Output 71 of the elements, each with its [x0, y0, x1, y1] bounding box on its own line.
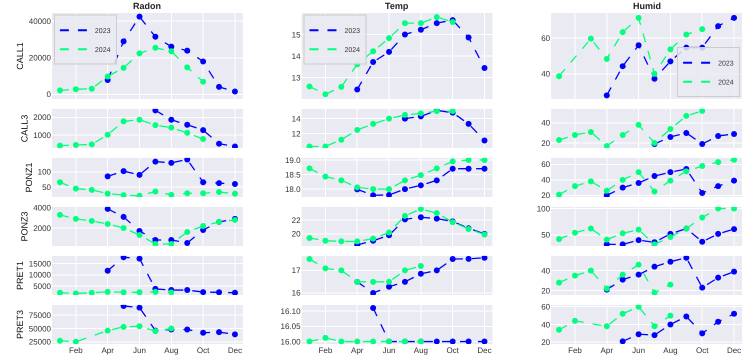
y-tick-label: 20000	[28, 54, 52, 63]
y-tick-label: 20	[541, 138, 551, 148]
y-axis-title: PONZ1	[24, 162, 34, 192]
y-tick-label: 25000	[28, 338, 52, 347]
y-tick-label: 12	[292, 130, 302, 138]
x-tick-label: Oct	[696, 346, 710, 355]
x-tick-label: Feb	[568, 346, 582, 355]
y-tick-label: 14	[292, 52, 302, 61]
x-tick-label: Aug	[414, 346, 428, 355]
y-tick-label: 2000	[33, 224, 52, 233]
y-tick-label: 50000	[28, 324, 52, 334]
x-tick-label: Feb	[68, 346, 84, 355]
y-tick-label: 16.10	[280, 306, 302, 316]
y-tick-label: 17	[292, 266, 302, 276]
y-tick-label: 40	[541, 118, 551, 128]
y-tick-label: 15	[292, 30, 302, 40]
y-axis-title: CALL1	[15, 42, 26, 70]
y-tick-label: 22	[292, 216, 302, 225]
y-tick-label: 10000	[28, 270, 52, 280]
x-tick-label: Apr	[101, 346, 114, 355]
x-tick-label: Dec	[726, 346, 742, 355]
chart-title: Humid	[633, 1, 661, 11]
y-tick-label: 20	[541, 286, 551, 296]
x-tick-label: Dec	[477, 346, 492, 355]
y-tick-label: 40	[541, 266, 551, 276]
x-tick-label: Aug	[663, 346, 678, 355]
y-tick-label: 15000	[28, 259, 52, 268]
y-tick-label: 4000	[33, 204, 52, 213]
y-tick-label: 19.0	[284, 156, 302, 165]
y-axis-title: PONZ3	[20, 211, 30, 242]
y-axis-title: PRET1	[15, 260, 26, 290]
y-tick-label: 2000	[33, 113, 52, 122]
y-tick-label: 50	[541, 230, 551, 240]
y-tick-label: 50	[42, 182, 52, 192]
y-tick-label: 18.0	[284, 184, 302, 194]
y-tick-label: 16	[292, 288, 302, 298]
x-tick-label: Feb	[318, 346, 333, 355]
y-tick-label: 18.5	[284, 170, 302, 180]
y-tick-label: 14	[292, 114, 302, 124]
y-tick-label: 0	[46, 90, 52, 100]
y-tick-label: 5000	[33, 282, 52, 291]
y-tick-label: 100	[536, 204, 551, 214]
chart-title: Temp	[385, 1, 409, 11]
x-tick-label: Oct	[196, 346, 210, 355]
y-tick-label: 20	[541, 338, 551, 348]
y-tick-label: 60	[541, 302, 551, 312]
y-tick-label: 16.00	[280, 337, 302, 346]
y-tick-label: 40	[541, 176, 551, 185]
x-tick-label: Aug	[164, 346, 178, 355]
y-tick-label: 16.05	[280, 322, 302, 332]
chart-title: Radon	[133, 1, 161, 11]
y-tick-label: 13	[292, 73, 302, 82]
x-tick-label: Apr	[600, 346, 614, 355]
x-tick-label: Dec	[228, 346, 242, 355]
y-axis-title: PRET3	[15, 310, 26, 339]
y-tick-label: 40000	[28, 17, 52, 26]
y-axis-title: CALL3	[20, 114, 30, 142]
y-tick-label: 60	[541, 160, 551, 170]
y-tick-label: 20	[292, 230, 302, 239]
x-tick-label: Jun	[382, 346, 396, 355]
x-tick-label: Jun	[133, 346, 146, 355]
y-tick-label: 60	[541, 34, 551, 43]
y-tick-label: 1000	[33, 130, 52, 140]
y-tick-label: 75000	[28, 310, 52, 320]
y-tick-label: 100	[38, 168, 52, 177]
y-tick-label: 20	[541, 191, 551, 200]
x-tick-label: Jun	[632, 346, 646, 355]
y-tick-label: 40	[541, 70, 551, 79]
y-tick-label: 40	[541, 320, 551, 330]
x-tick-label: Oct	[446, 346, 460, 355]
x-tick-label: Apr	[351, 346, 364, 355]
